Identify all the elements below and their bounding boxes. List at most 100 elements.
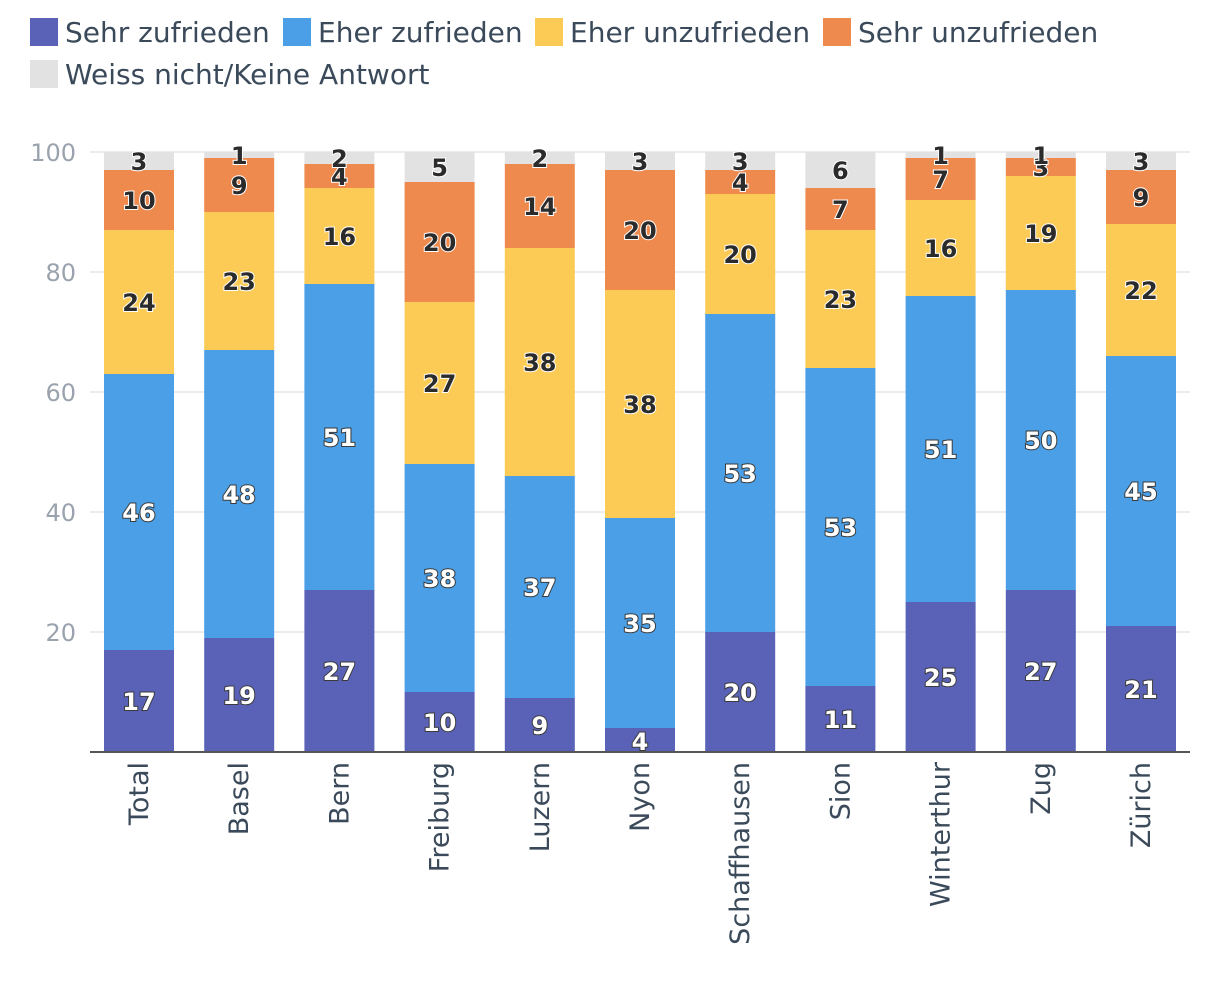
bar-bern-eher-zufrieden [304,284,375,590]
bar-freiburg-sehr-unzufrieden [404,182,475,302]
bar-nyon-sehr-zufrieden [605,728,675,752]
bar-freiburg-eher-zufrieden [404,464,475,692]
bar-sion-sehr-unzufrieden [805,188,876,230]
data-label-total-eher-zufrieden: 46 [122,499,155,527]
data-label-schaffhausen-weiss-nicht-keine-antwort: 3 [732,148,749,176]
data-label-nyon-eher-zufrieden: 35 [623,610,656,638]
data-label-winterthur-eher-unzufrieden: 16 [924,235,957,263]
data-label-sion-eher-zufrieden: 53 [824,514,857,542]
data-label-freiburg-weiss-nicht-keine-antwort: 5 [431,154,448,182]
data-label-nyon-eher-unzufrieden: 38 [623,391,656,419]
legend-label-weiss-nicht-keine-antwort: Weiss nicht/Keine Antwort [65,58,429,91]
legend-label-eher-unzufrieden: Eher unzufrieden [570,16,810,49]
data-label-sion-weiss-nicht-keine-antwort: 6 [832,157,849,185]
data-label-zug-weiss-nicht-keine-antwort: 1 [1032,142,1049,170]
data-label-total-sehr-unzufrieden: 10 [122,187,155,215]
data-label-basel-sehr-unzufrieden: 9 [231,172,248,200]
bar-zug-eher-unzufrieden [1005,176,1076,290]
data-label-zürich-sehr-unzufrieden: 9 [1133,184,1150,212]
data-label-freiburg-eher-zufrieden: 38 [423,565,456,593]
bar-bern-sehr-unzufrieden [304,164,375,188]
x-axis: Total Basel Bern Freiburg Luzern Nyon Schaffha… [90,751,1190,945]
bar-bern-weiss-nicht-keine-antwort [304,152,375,164]
data-label-zug-sehr-unzufrieden: 3 [1032,154,1049,182]
bar-total-weiss-nicht-keine-antwort [104,152,174,170]
bar-luzern-sehr-zufrieden [504,698,575,752]
data-labels: 1746241031948239127511642103827205937381… [121,141,1158,757]
bar-winterthur-eher-zufrieden [905,296,976,602]
data-label-zug-sehr-zufrieden: 27 [1024,658,1057,686]
data-label-bern-sehr-zufrieden: 27 [323,658,356,686]
bar-winterthur-weiss-nicht-keine-antwort [905,152,976,158]
data-label-bern-eher-unzufrieden: 16 [323,223,356,251]
data-label-zürich-eher-zufrieden: 45 [1124,478,1157,506]
data-label-freiburg-sehr-zufrieden: 10 [423,709,456,737]
bar-schaffhausen-sehr-unzufrieden [705,170,776,194]
bars [104,152,1176,752]
data-label-sion-eher-unzufrieden: 23 [824,286,857,314]
data-label-winterthur-sehr-unzufrieden: 7 [932,166,949,194]
bar-basel-eher-unzufrieden [204,212,275,350]
bar-winterthur-sehr-zufrieden [905,602,976,752]
data-label-zürich-weiss-nicht-keine-antwort: 3 [1133,148,1150,176]
y-axis: 20 40 60 80 100 [30,139,76,647]
data-label-zürich-eher-unzufrieden: 22 [1124,277,1157,305]
bar-bern-sehr-zufrieden [304,590,375,752]
bar-zug-weiss-nicht-keine-antwort [1005,152,1076,158]
bar-zug-eher-zufrieden [1005,290,1076,590]
x-tick-label-schaffhausen: Schaffhausen [725,762,756,945]
data-label-basel-weiss-nicht-keine-antwort: 1 [231,142,248,170]
x-tick-label-basel: Basel [224,762,255,835]
bar-basel-sehr-zufrieden [204,638,275,752]
bar-freiburg-weiss-nicht-keine-antwort [404,152,475,182]
data-label-winterthur-sehr-zufrieden: 25 [924,664,957,692]
data-label-basel-eher-zufrieden: 48 [222,481,255,509]
bar-basel-eher-zufrieden [204,350,275,638]
bar-total-eher-zufrieden [104,374,174,650]
bar-schaffhausen-eher-unzufrieden [705,194,776,314]
data-label-nyon-sehr-unzufrieden: 20 [623,217,656,245]
bar-schaffhausen-sehr-zufrieden [705,632,776,752]
data-label-total-weiss-nicht-keine-antwort: 3 [131,148,148,176]
bar-zug-sehr-unzufrieden [1005,158,1076,176]
bar-winterthur-sehr-unzufrieden [905,158,976,200]
bar-sion-eher-zufrieden [805,368,876,686]
data-label-total-eher-unzufrieden: 24 [122,289,155,317]
data-label-luzern-eher-zufrieden: 37 [523,574,556,602]
x-tick-label-nyon: Nyon [625,762,656,832]
bar-zürich-weiss-nicht-keine-antwort [1106,152,1176,170]
bar-sion-eher-unzufrieden [805,230,876,368]
legend-label-eher-zufrieden: Eher zufrieden [318,16,523,49]
bar-total-sehr-zufrieden [104,650,174,752]
bar-schaffhausen-weiss-nicht-keine-antwort [705,152,776,170]
bar-sion-sehr-zufrieden [805,686,876,752]
bar-nyon-eher-unzufrieden [605,290,675,518]
data-label-freiburg-eher-unzufrieden: 27 [423,370,456,398]
legend-label-sehr-unzufrieden: Sehr unzufrieden [858,16,1098,49]
data-label-schaffhausen-sehr-unzufrieden: 4 [732,169,749,197]
data-label-luzern-weiss-nicht-keine-antwort: 2 [531,145,548,173]
bar-nyon-eher-zufrieden [605,518,675,728]
data-label-bern-weiss-nicht-keine-antwort: 2 [331,145,348,173]
data-label-zug-eher-unzufrieden: 19 [1024,220,1057,248]
x-tick-label-total: Total [124,762,155,826]
data-label-sion-sehr-zufrieden: 11 [824,706,857,734]
data-label-nyon-sehr-zufrieden: 4 [632,728,649,756]
bar-schaffhausen-eher-zufrieden [705,314,776,632]
bar-zürich-eher-zufrieden [1106,356,1176,626]
data-label-zürich-sehr-zufrieden: 21 [1124,676,1157,704]
x-tick-label-winterthur: Winterthur [926,761,957,907]
bar-nyon-sehr-unzufrieden [605,170,675,290]
bar-basel-sehr-unzufrieden [204,158,275,212]
data-label-winterthur-weiss-nicht-keine-antwort: 1 [932,142,949,170]
data-label-bern-sehr-unzufrieden: 4 [331,163,348,191]
x-tick-label-zürich: Zürich [1126,762,1157,848]
y-tick-label-40: 40 [45,499,76,527]
legend-label-sehr-zufrieden: Sehr zufrieden [65,16,270,49]
data-label-freiburg-sehr-unzufrieden: 20 [423,229,456,257]
data-label-schaffhausen-eher-unzufrieden: 20 [723,241,756,269]
data-label-nyon-weiss-nicht-keine-antwort: 3 [632,148,649,176]
data-label-bern-eher-zufrieden: 51 [323,424,356,452]
y-tick-label-80: 80 [45,259,76,287]
